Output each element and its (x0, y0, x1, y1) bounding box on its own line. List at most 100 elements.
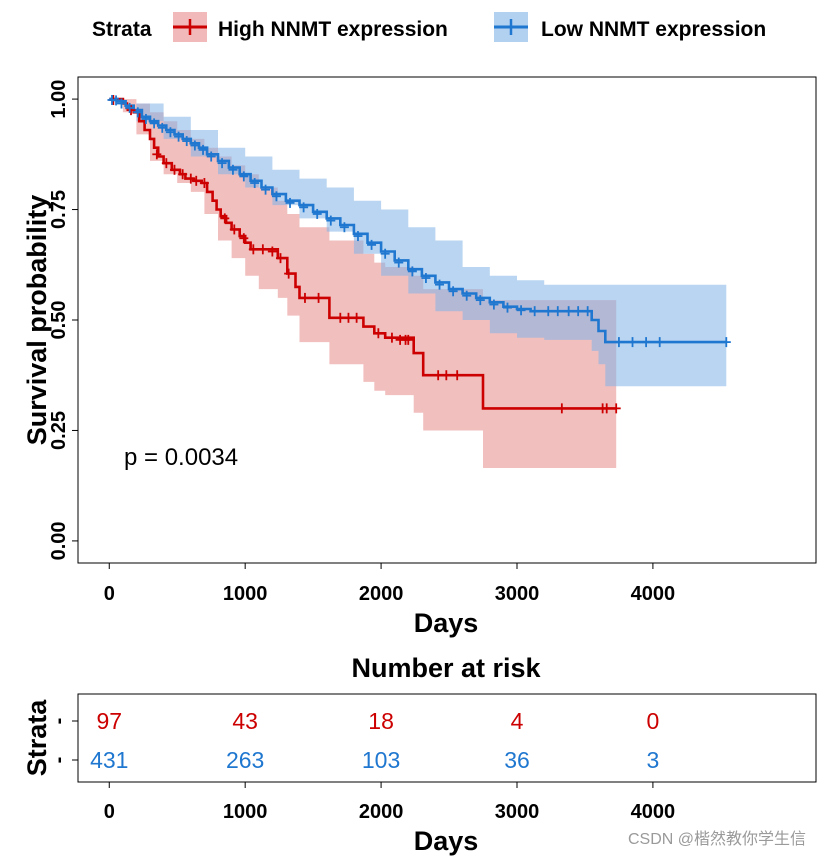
censor-mark-high (300, 292, 310, 303)
risk-count-low: 263 (226, 747, 264, 773)
survival-plot: 0 1000 2000 3000 4000 0.00 0.25 0.50 0.75 1.00 p… (22, 76, 817, 638)
censor-mark-high (169, 164, 179, 175)
censor-mark-high (178, 169, 188, 180)
censor-mark-low (502, 302, 512, 313)
censor-mark-low (448, 286, 458, 297)
censor-mark-high (335, 312, 345, 323)
censor-mark-low (367, 239, 377, 250)
x-tick-label: 3000 (495, 583, 540, 605)
censor-mark-low (228, 164, 238, 175)
censor-mark-low (149, 118, 159, 129)
censor-mark-high (126, 105, 136, 116)
y-tick-label: 0.75 (48, 190, 70, 229)
censor-mark-low (553, 306, 563, 317)
censor-mark-high (314, 292, 324, 303)
x-axis: 0 1000 2000 3000 4000 (104, 563, 675, 605)
risk-count-high: 18 (368, 708, 394, 734)
censor-mark-high (239, 233, 249, 244)
p-value-annotation: p = 0.0034 (124, 444, 238, 471)
censor-mark-low (217, 158, 227, 169)
censor-mark-low (583, 306, 593, 317)
legend: Strata High NNMT expression Low NNMT exp… (92, 12, 766, 42)
censor-mark-high (557, 403, 567, 414)
censor-mark-low (462, 290, 472, 301)
risk-x-tick-label: 2000 (359, 801, 404, 823)
censor-mark-high (258, 244, 268, 255)
censor-mark-high (220, 213, 230, 224)
risk-row-label: - (48, 718, 70, 725)
censor-mark-low (261, 184, 271, 195)
censor-mark-low (111, 95, 121, 106)
risk-row-label: - (48, 757, 70, 764)
censor-mark-high (276, 253, 286, 264)
risk-count-high: 97 (96, 708, 122, 734)
risk-count-low: 36 (504, 747, 530, 773)
censor-mark-high (602, 403, 612, 414)
risk-table-x-axis: 0 1000 2000 3000 4000 (104, 782, 675, 823)
censor-mark-high (352, 312, 362, 323)
confidence-bands (109, 99, 727, 468)
censor-mark-low (250, 178, 260, 189)
censor-mark-high (403, 334, 413, 345)
legend-title: Strata (92, 18, 152, 41)
watermark: CSDN @楷然教你学生信 (628, 830, 806, 848)
risk-x-tick-label: 1000 (223, 801, 268, 823)
censor-mark-high (248, 244, 258, 255)
censor-mark-low (190, 140, 200, 151)
risk-x-tick-label: 4000 (631, 801, 676, 823)
risk-x-tick-label: 0 (104, 801, 115, 823)
censor-mark-low (353, 231, 363, 242)
censor-mark-low (543, 306, 553, 317)
censor-mark-low (655, 337, 665, 348)
risk-table-frame (77, 693, 817, 783)
censor-mark-high (267, 246, 277, 257)
risk-count-low: 3 (647, 747, 660, 773)
censor-mark-low (614, 337, 624, 348)
risk-count-low: 103 (362, 747, 400, 773)
legend-label-low: Low NNMT expression (541, 18, 766, 41)
y-axis: 0.00 0.25 0.50 0.75 1.00 (48, 80, 78, 560)
ci-band-high (109, 99, 617, 468)
censor-mark-low (182, 136, 192, 147)
censor-mark-low (573, 306, 583, 317)
survival-curve-high (109, 97, 617, 410)
censor-mark-low (421, 273, 431, 284)
censor-mark-low (116, 98, 126, 109)
censor-mark-low (174, 131, 184, 142)
y-tick-label: 0.00 (48, 521, 70, 560)
risk-table-xlabel: Days (414, 826, 479, 856)
censor-mark-low (407, 266, 417, 277)
censor-mark-low (489, 299, 499, 310)
risk-count-high: 43 (232, 708, 258, 734)
censor-mark-high (152, 149, 162, 160)
censor-mark-low (475, 295, 485, 306)
censor-mark-high (186, 173, 196, 184)
x-tick-label: 2000 (359, 583, 404, 605)
x-tick-label: 1000 (223, 583, 268, 605)
censor-mark-low (157, 122, 167, 133)
censor-mark-low (641, 337, 651, 348)
risk-x-tick-label: 3000 (495, 801, 540, 823)
risk-table: Number at risk Strata - 97 43 18 4 0 - 431 263 10… (22, 653, 817, 856)
censor-mark-low (380, 248, 390, 259)
censor-mark-low (435, 279, 445, 290)
x-tick-label: 0 (104, 583, 115, 605)
y-axis-title: Survival probability (22, 195, 52, 446)
risk-count-high: 4 (511, 708, 524, 734)
censor-mark-high (199, 178, 209, 189)
censor-mark-high (191, 175, 201, 186)
censor-mark-low (133, 107, 143, 118)
censor-mark-low (239, 171, 249, 182)
censor-mark-high (229, 224, 239, 235)
y-tick-label: 0.25 (48, 411, 70, 450)
censor-mark-low (721, 337, 731, 348)
censor-mark-low (285, 197, 295, 208)
censor-mark-low (271, 191, 281, 202)
censor-mark-high (441, 370, 451, 381)
censor-mark-high (611, 403, 621, 414)
ci-band-low (109, 99, 727, 387)
risk-count-high: 0 (647, 708, 660, 734)
censor-mark-low (198, 144, 208, 155)
censor-mark-low (165, 127, 175, 138)
